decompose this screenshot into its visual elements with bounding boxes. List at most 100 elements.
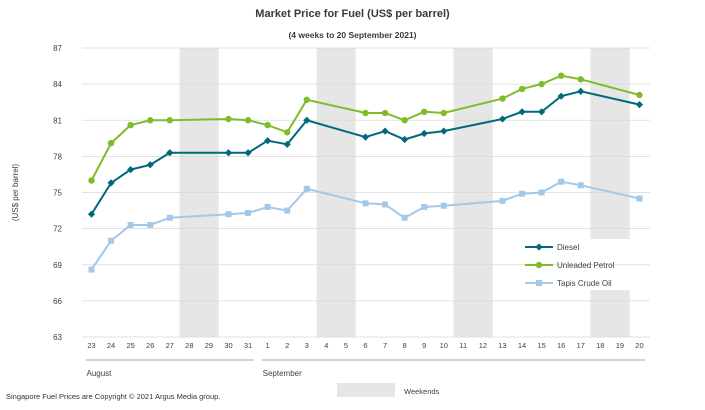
tapis-crude-oil-point [519, 190, 526, 197]
weekends-legend-swatch [337, 383, 395, 397]
unleaded-petrol-point [147, 117, 154, 124]
tapis-crude-oil-point [499, 197, 506, 204]
y-tick-label: 84 [53, 80, 62, 89]
unleaded-petrol-point [557, 72, 565, 79]
unleaded-petrol-point [264, 121, 271, 129]
tapis-crude-oil-legend-label: Tapis Crude Oil [557, 279, 612, 288]
tapis-crude-oil-point [166, 214, 173, 221]
x-tick-label: 12 [479, 341, 487, 350]
x-tick-label: 2 [285, 341, 289, 350]
month-label: September [263, 369, 302, 378]
diesel-point [538, 108, 546, 116]
x-tick-label: 11 [459, 341, 467, 350]
y-tick-label: 81 [53, 116, 62, 125]
diesel-line [90, 90, 640, 215]
unleaded-petrol-point [518, 85, 526, 93]
x-tick-label: 28 [185, 341, 193, 350]
unleaded-petrol-legend-marker [535, 261, 543, 269]
tapis-crude-oil-point [636, 195, 643, 202]
y-tick-label: 72 [53, 225, 62, 234]
unleaded-petrol-point [381, 109, 389, 117]
unleaded-petrol-point [127, 121, 134, 129]
diesel-point [518, 108, 526, 116]
diesel-point [381, 127, 389, 135]
diesel-legend-label: Diesel [557, 243, 579, 252]
x-tick-label: 9 [422, 341, 426, 350]
diesel-point [283, 140, 291, 148]
diesel-point [361, 133, 370, 141]
x-tick-label: 5 [344, 341, 348, 350]
x-tick-label: 24 [107, 341, 115, 350]
x-tick-label: 1 [266, 341, 270, 350]
unleaded-petrol-point [166, 117, 173, 124]
x-tick-label: 29 [205, 341, 213, 350]
x-tick-label: 13 [498, 341, 506, 350]
tapis-crude-oil-legend-marker [536, 280, 542, 286]
diesel-point [577, 87, 585, 95]
tapis-crude-oil-point [284, 207, 291, 214]
tapis-crude-oil-point [362, 200, 369, 207]
diesel-point [127, 166, 135, 174]
tapis-crude-oil-line [90, 180, 640, 271]
x-tick-label: 3 [305, 341, 309, 350]
diesel-point [87, 210, 96, 218]
tapis-crude-oil-point [538, 189, 545, 196]
diesel-point [635, 100, 644, 109]
x-tick-label: 19 [616, 341, 624, 350]
unleaded-petrol-point [244, 117, 252, 124]
tapis-crude-oil-point [127, 222, 134, 229]
x-tick-label: 15 [537, 341, 545, 350]
tapis-crude-oil-point [382, 201, 389, 208]
unleaded-petrol-point [420, 108, 428, 116]
x-tick-label: 17 [577, 341, 585, 350]
y-tick-label: 66 [53, 297, 62, 306]
tapis-crude-oil-point [440, 202, 447, 209]
x-tick-label: 20 [635, 341, 643, 350]
chart-subtitle: (4 weeks to 20 September 2021) [288, 30, 417, 40]
tapis-crude-oil-point [88, 266, 95, 273]
x-tick-label: 16 [557, 341, 565, 350]
tapis-crude-oil-point [264, 203, 271, 210]
unleaded-petrol-point [538, 80, 545, 88]
diesel-point [401, 135, 409, 144]
tapis-crude-oil-point [225, 211, 232, 218]
x-tick-label: 27 [166, 341, 174, 350]
x-tick-label: 18 [596, 341, 604, 350]
diesel-point [107, 179, 115, 187]
unleaded-petrol-point [636, 91, 643, 99]
month-label: August [87, 369, 113, 378]
x-tick-label: 26 [146, 341, 154, 350]
x-tick-label: 8 [403, 341, 407, 350]
diesel-legend-marker [535, 243, 543, 251]
x-tick-label: 7 [383, 341, 387, 350]
diesel-point [303, 116, 311, 124]
x-tick-label: 31 [244, 341, 252, 350]
unleaded-petrol-point [499, 95, 506, 102]
y-tick-label: 69 [53, 261, 62, 270]
unleaded-petrol-point [107, 139, 115, 147]
chart-title: Market Price for Fuel (US$ per barrel) [255, 8, 450, 20]
x-tick-label: 14 [518, 341, 526, 350]
weekend-band [590, 290, 630, 337]
unleaded-petrol-point [401, 117, 408, 124]
x-tick-label: 4 [324, 341, 328, 350]
y-tick-label: 78 [53, 152, 62, 161]
unleaded-petrol-legend-label: Unleaded Petrol [557, 261, 615, 270]
unleaded-petrol-point [440, 109, 447, 117]
y-tick-label: 63 [53, 333, 62, 342]
tapis-crude-oil-point [108, 237, 115, 244]
unleaded-petrol-point [303, 96, 310, 103]
tapis-crude-oil-point [401, 214, 408, 221]
tapis-crude-oil-point [303, 185, 310, 192]
unleaded-petrol-line [90, 74, 640, 181]
unleaded-petrol-point [577, 76, 584, 83]
diesel-point [264, 137, 272, 145]
diesel-point [557, 92, 565, 100]
tapis-crude-oil-point [558, 178, 565, 185]
x-tick-label: 30 [224, 341, 232, 350]
unleaded-petrol-point [362, 109, 369, 117]
diesel-point [146, 161, 154, 169]
weekend-band [590, 48, 630, 239]
weekends-legend-label: Weekends [404, 387, 440, 396]
tapis-crude-oil-point [577, 182, 584, 189]
